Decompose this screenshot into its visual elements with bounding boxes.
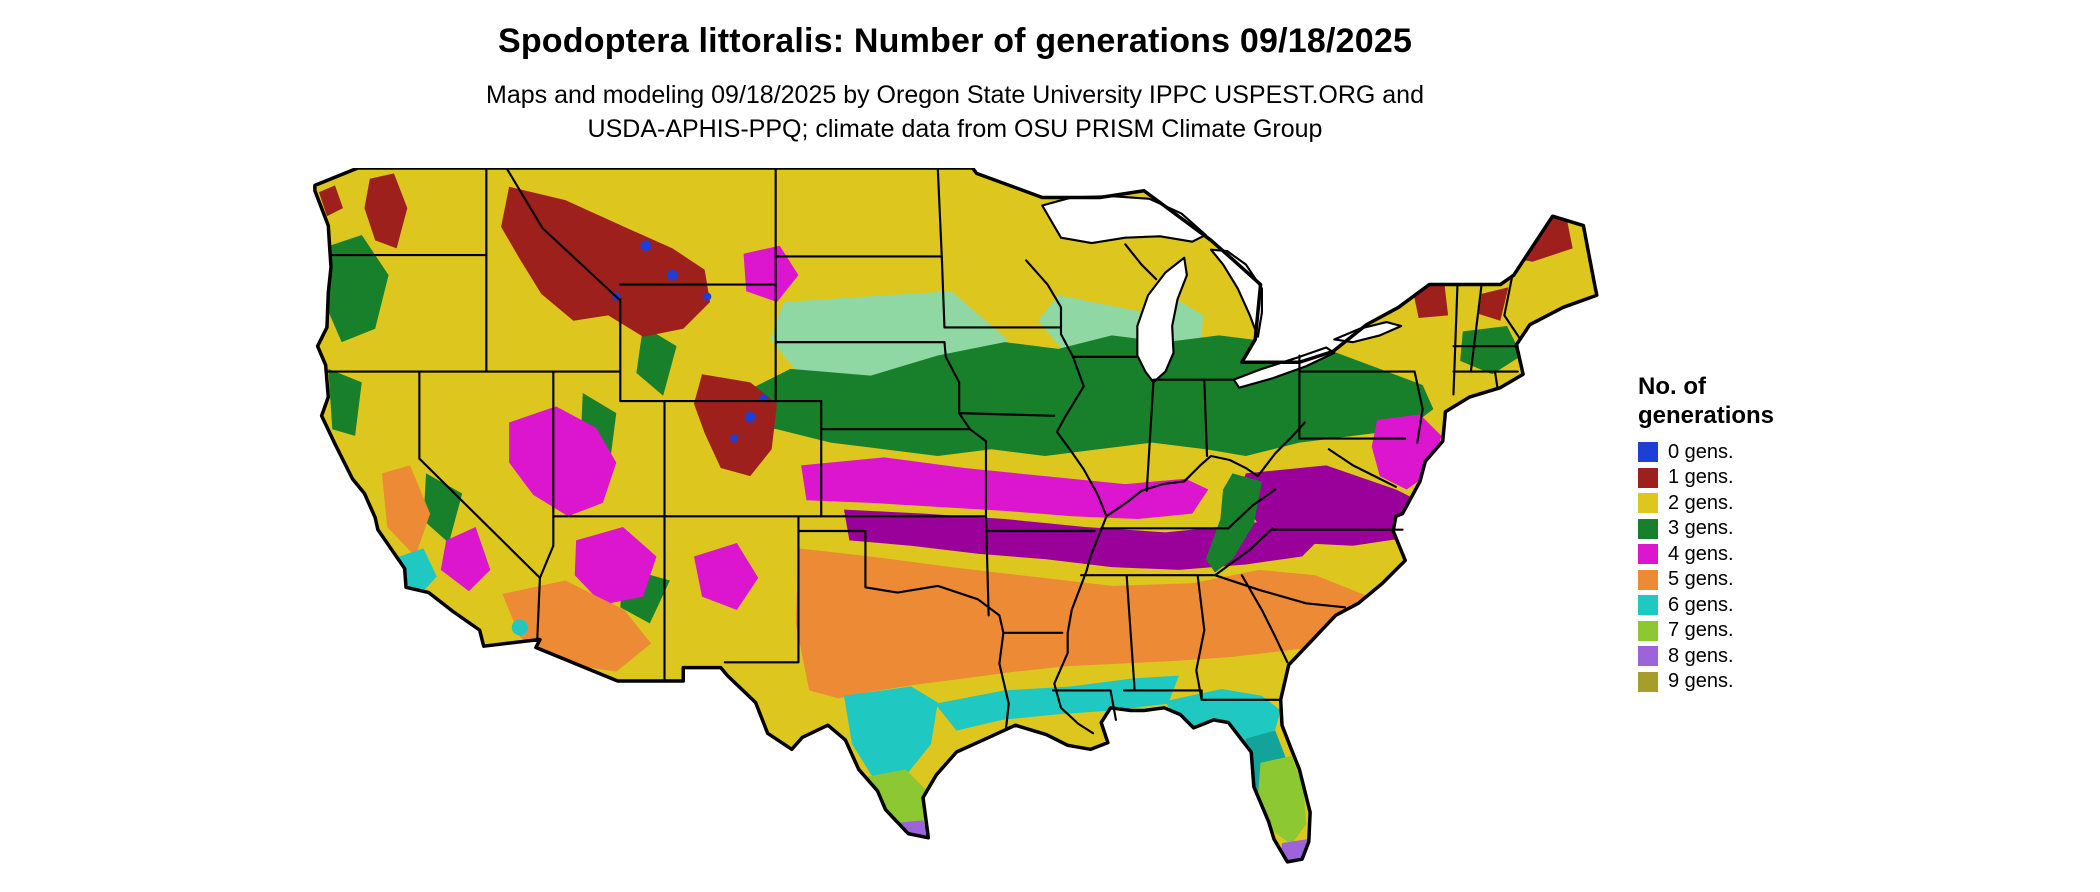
legend-item: 7 gens. (1638, 618, 1774, 644)
legend-swatch-0-gens (1638, 442, 1658, 463)
legend-item: 5 gens. (1638, 567, 1774, 593)
state-borders (324, 166, 1522, 735)
legend-item-label: 3 gens. (1668, 517, 1734, 540)
legend-items: 0 gens. 1 gens. 2 gens. 3 gens. 4 gens. … (1638, 440, 1774, 695)
legend-title-line-2: generations (1638, 402, 1775, 430)
lake-huron (1209, 248, 1263, 338)
legend-item-label: 1 gens. (1668, 466, 1734, 489)
legend-item-label: 9 gens. (1668, 670, 1734, 693)
page-title: Spodoptera littoralis: Number of generat… (497, 22, 1413, 60)
subtitle-line-2: USDA-APHIS-PPQ; climate data from OSU PR… (587, 114, 1323, 143)
legend-swatch-2-gens (1638, 493, 1658, 514)
header: Spodoptera littoralis: Number of generat… (0, 22, 1910, 147)
legend-item-label: 6 gens. (1668, 593, 1734, 616)
legend-swatch-6-gens (1638, 595, 1658, 616)
map-region-4-gens (440, 245, 1442, 611)
legend-item-label: 8 gens. (1668, 644, 1734, 667)
subtitle-line-1: Maps and modeling 09/18/2025 by Oregon S… (486, 81, 1424, 109)
legend-item-label: 2 gens. (1668, 491, 1734, 514)
legend-swatch-1-gens (1638, 467, 1658, 488)
legend-item: 6 gens. (1638, 593, 1774, 619)
map-region-6-gens (399, 548, 1281, 783)
legend-swatch-7-gens (1638, 620, 1658, 641)
legend-swatch-5-gens (1638, 569, 1658, 590)
legend-swatch-8-gens (1638, 646, 1658, 667)
legend-item: 0 gens. (1638, 440, 1774, 466)
legend-item-label: 4 gens. (1668, 542, 1734, 565)
us-outline (313, 166, 1599, 864)
map-fill-regions (314, 168, 1597, 862)
legend-item-label: 5 gens. (1668, 568, 1734, 591)
legend: No. of generations 0 gens. 1 gens. 2 gen… (1638, 372, 1774, 695)
us-map-svg (313, 166, 1599, 864)
legend-item: 1 gens. (1638, 465, 1774, 491)
map-region-8-gens (894, 820, 1311, 862)
legend-title-line-1: No. of (1638, 373, 1706, 400)
legend-item-label: 7 gens. (1668, 619, 1734, 642)
legend-title: No. of generations (1638, 372, 1774, 431)
legend-swatch-9-gens (1638, 671, 1658, 692)
subtitle: Maps and modeling 09/18/2025 by Oregon S… (0, 79, 1910, 147)
legend-swatch-3-gens (1638, 518, 1658, 539)
legend-item: 9 gens. (1638, 669, 1774, 695)
legend-item: 2 gens. (1638, 491, 1774, 517)
legend-item: 3 gens. (1638, 516, 1774, 542)
legend-swatch-4-gens (1638, 544, 1658, 565)
legend-item: 4 gens. (1638, 542, 1774, 568)
legend-item-label: 0 gens. (1668, 440, 1734, 463)
legend-item: 8 gens. (1638, 644, 1774, 670)
us-generations-map (308, 166, 1601, 892)
